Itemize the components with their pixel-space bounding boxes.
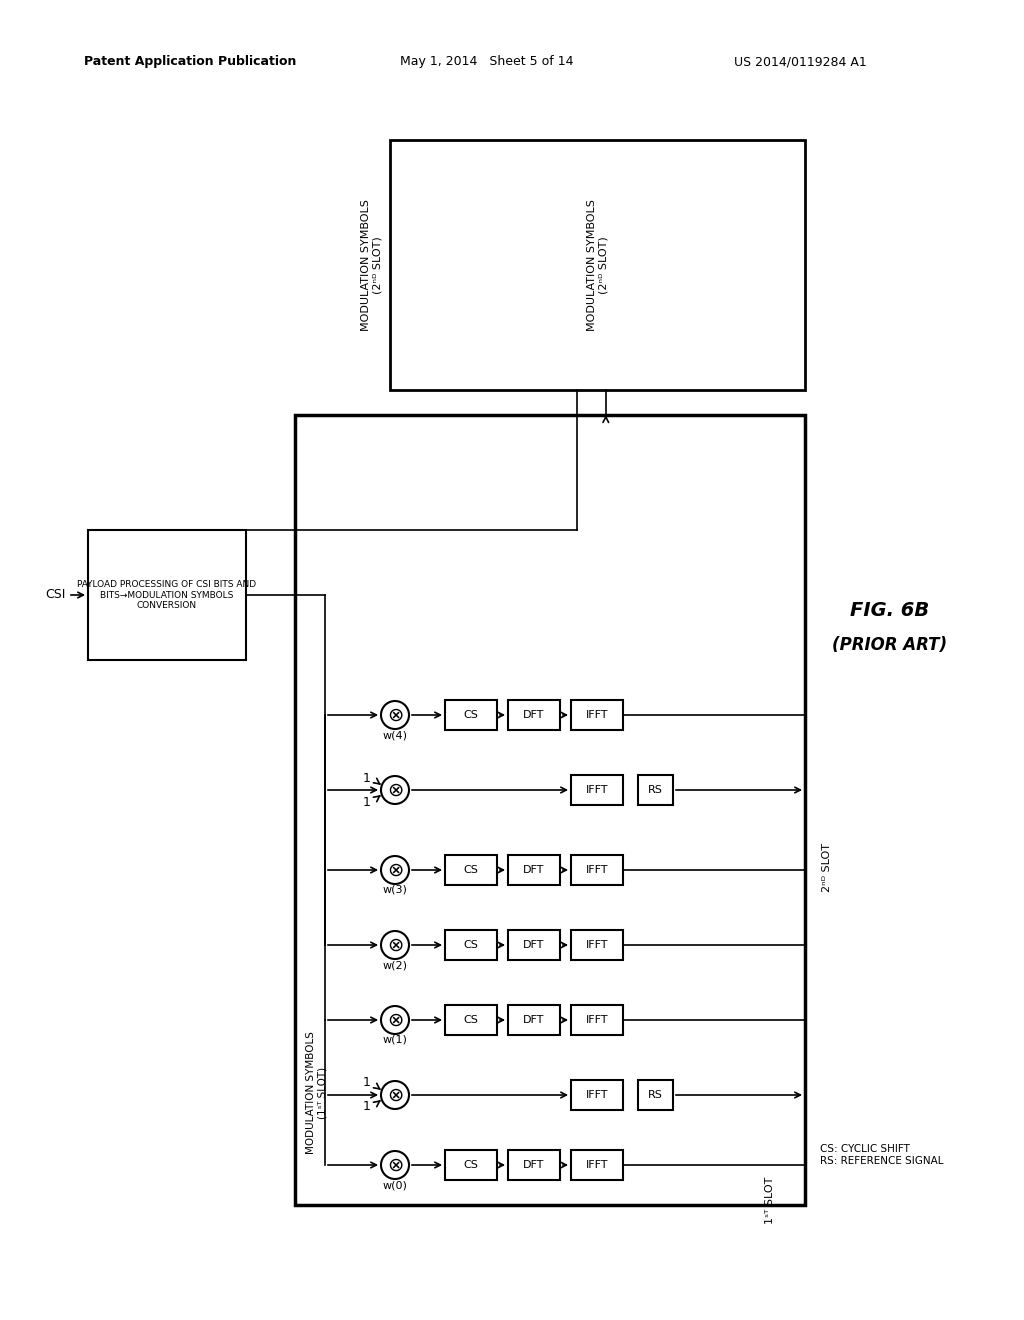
Text: 1: 1	[364, 771, 371, 784]
Text: CS: CS	[464, 865, 478, 875]
Bar	[571, 855, 623, 884]
Circle shape	[381, 1151, 409, 1179]
Text: May 1, 2014   Sheet 5 of 14: May 1, 2014 Sheet 5 of 14	[400, 55, 573, 69]
Text: IFFT: IFFT	[586, 865, 608, 875]
Text: DFT: DFT	[523, 1160, 545, 1170]
Text: ⊗: ⊗	[387, 1011, 403, 1030]
Text: IFFT: IFFT	[586, 1015, 608, 1026]
Bar	[508, 855, 560, 884]
Text: ⊗: ⊗	[387, 780, 403, 800]
Text: IFFT: IFFT	[586, 785, 608, 795]
Text: w(0): w(0)	[383, 1180, 408, 1191]
Text: IFFT: IFFT	[586, 1090, 608, 1100]
Text: CS: CS	[464, 1015, 478, 1026]
Bar	[508, 1150, 560, 1180]
Bar	[445, 700, 497, 730]
Bar	[571, 775, 623, 805]
Text: CS: CYCLIC SHIFT
RS: REFERENCE SIGNAL: CS: CYCLIC SHIFT RS: REFERENCE SIGNAL	[820, 1144, 943, 1166]
Bar	[445, 1150, 497, 1180]
Circle shape	[381, 1081, 409, 1109]
Bar	[390, 140, 805, 389]
Text: DFT: DFT	[523, 710, 545, 719]
Bar	[295, 414, 805, 1205]
Text: 1: 1	[364, 1077, 371, 1089]
Text: w(4): w(4)	[383, 730, 408, 741]
Text: FIG. 6B: FIG. 6B	[850, 601, 930, 619]
Text: w(3): w(3)	[383, 884, 408, 895]
Text: DFT: DFT	[523, 1015, 545, 1026]
Circle shape	[381, 1006, 409, 1034]
Circle shape	[381, 855, 409, 884]
Bar	[571, 700, 623, 730]
Bar	[638, 1080, 673, 1110]
Bar	[571, 931, 623, 960]
Text: IFFT: IFFT	[586, 710, 608, 719]
Text: DFT: DFT	[523, 940, 545, 950]
Text: 1ˢᵀ SLOT: 1ˢᵀ SLOT	[765, 1176, 775, 1224]
Bar	[508, 931, 560, 960]
Circle shape	[381, 931, 409, 960]
Text: Patent Application Publication: Patent Application Publication	[84, 55, 296, 69]
Bar	[88, 531, 246, 660]
Circle shape	[381, 776, 409, 804]
Text: US 2014/0119284 A1: US 2014/0119284 A1	[733, 55, 866, 69]
Text: (PRIOR ART): (PRIOR ART)	[833, 636, 947, 653]
Text: ⊗: ⊗	[387, 861, 403, 879]
Text: ⊗: ⊗	[387, 936, 403, 954]
Bar	[445, 931, 497, 960]
Text: 2ⁿᴰ SLOT: 2ⁿᴰ SLOT	[822, 843, 831, 892]
Text: CS: CS	[464, 940, 478, 950]
Text: MODULATION SYMBOLS
(2ⁿᴰ SLOT): MODULATION SYMBOLS (2ⁿᴰ SLOT)	[587, 199, 608, 331]
Text: ⊗: ⊗	[387, 1155, 403, 1175]
Bar	[571, 1005, 623, 1035]
Text: IFFT: IFFT	[586, 1160, 608, 1170]
Text: MODULATION SYMBOLS
(2ⁿᴰ SLOT): MODULATION SYMBOLS (2ⁿᴰ SLOT)	[361, 199, 383, 331]
Bar	[571, 1150, 623, 1180]
Text: w(2): w(2)	[383, 960, 408, 970]
Bar	[508, 1005, 560, 1035]
Text: ⊗: ⊗	[387, 705, 403, 725]
Text: MODULATION SYMBOLS
(1ˢᵀ SLOT): MODULATION SYMBOLS (1ˢᵀ SLOT)	[306, 1031, 328, 1154]
Text: DFT: DFT	[523, 865, 545, 875]
Text: RS: RS	[648, 785, 663, 795]
Bar	[638, 775, 673, 805]
Text: 1: 1	[364, 796, 371, 808]
Bar	[508, 700, 560, 730]
Text: w(1): w(1)	[383, 1035, 408, 1045]
Circle shape	[381, 701, 409, 729]
Bar	[445, 1005, 497, 1035]
Text: ⊗: ⊗	[387, 1085, 403, 1105]
Text: RS: RS	[648, 1090, 663, 1100]
Text: PAYLOAD PROCESSING OF CSI BITS AND
BITS→MODULATION SYMBOLS
CONVERSION: PAYLOAD PROCESSING OF CSI BITS AND BITS→…	[78, 579, 257, 610]
Bar	[571, 1080, 623, 1110]
Text: CS: CS	[464, 1160, 478, 1170]
Bar	[445, 855, 497, 884]
Text: CS: CS	[464, 710, 478, 719]
Text: CSI: CSI	[45, 589, 66, 602]
Text: 1: 1	[364, 1101, 371, 1114]
Text: IFFT: IFFT	[586, 940, 608, 950]
